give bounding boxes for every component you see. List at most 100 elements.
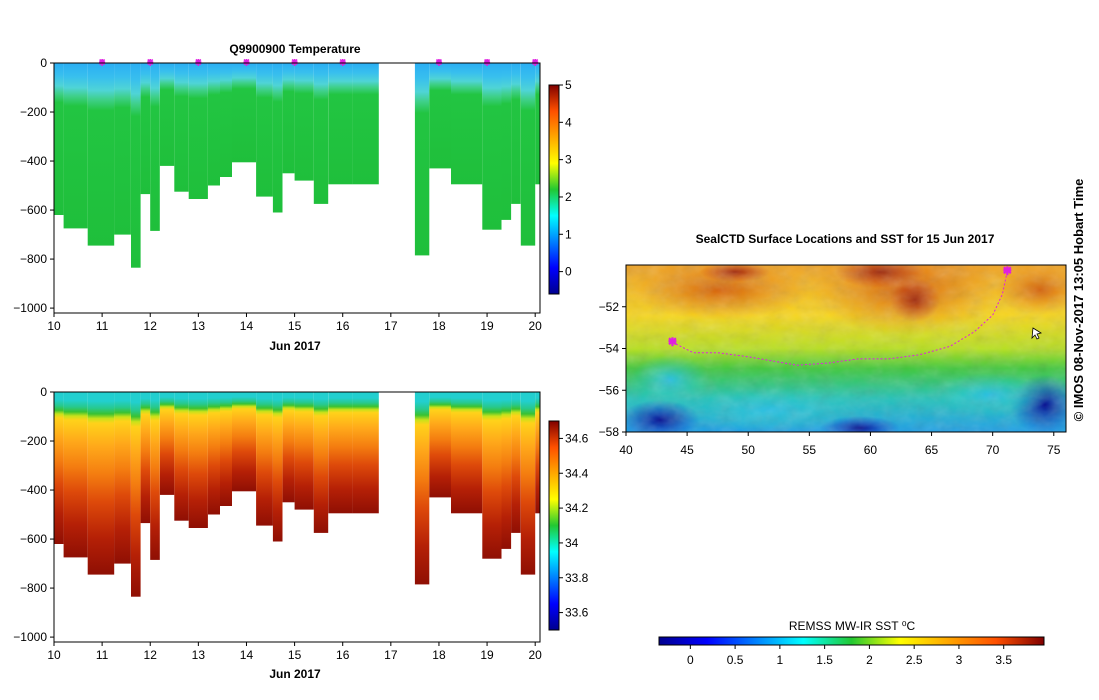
profile-column (352, 392, 379, 514)
colorbar-tick-label: 1 (565, 227, 572, 241)
profile-column (328, 392, 353, 514)
x-tick-label: 12 (144, 319, 158, 333)
y-tick-label: −600 (20, 203, 47, 217)
profile-column (114, 392, 131, 564)
x-tick-label: 65 (925, 443, 939, 457)
profile-column (511, 63, 521, 204)
profile-column (114, 63, 131, 235)
profile-column (535, 392, 540, 514)
salinity-y-ticks: 0 −200 −400 −600 −800 −1000 (13, 385, 54, 644)
colorbar-tick-label: 34.6 (565, 431, 589, 445)
x-tick-label: 40 (619, 443, 633, 457)
colorbar-tick-label: 34.2 (565, 501, 589, 515)
salinity-x-label: Jun 2017 (269, 667, 321, 681)
temperature-y-ticks: 0 −200 −400 −600 −800 −1000 (13, 56, 54, 315)
temperature-title: Q9900900 Temperature (229, 42, 361, 56)
profile-column (159, 63, 175, 166)
y-tick-label: 0 (40, 385, 47, 399)
profile-column (256, 63, 273, 197)
colorbar-tick-label: 34.4 (565, 466, 589, 480)
timestamp-side-text: © IMOS 08-Nov-2017 13:05 Hobart Time (1071, 179, 1086, 422)
salinity-panel: 10 11 12 13 14 15 16 17 18 19 20 0 −200 −400 −600 −800… (13, 385, 588, 681)
colorbar-tick-label: 1.5 (816, 653, 833, 667)
profile-column (282, 63, 295, 174)
y-tick-label: −800 (20, 252, 47, 266)
profile-column (159, 392, 175, 495)
profile-column (150, 392, 160, 560)
profile-column (208, 392, 220, 515)
x-tick-label: 10 (47, 648, 61, 662)
salinity-colorbar (548, 420, 560, 631)
profile-column (208, 63, 220, 186)
profile-column (140, 63, 151, 195)
colorbar-tick-label: 1 (777, 653, 784, 667)
x-tick-label: 75 (1047, 443, 1061, 457)
x-tick-label: 55 (803, 443, 817, 457)
profile-column (352, 63, 379, 185)
y-tick-label: −400 (20, 154, 47, 168)
temperature-x-ticks: 10 11 12 13 14 15 16 17 18 19 20 (47, 313, 542, 333)
profile-column (501, 63, 512, 220)
sst-field (626, 265, 1066, 432)
x-tick-label: 18 (432, 319, 446, 333)
sst-colorbar-label: REMSS MW-IR SST ⁰C (789, 619, 916, 633)
colorbar-tick-label: 0.5 (727, 653, 744, 667)
profile-column (220, 392, 232, 506)
colorbar-tick-label: 0 (687, 653, 694, 667)
profile-column (150, 63, 160, 231)
colorbar-tick-label: 2 (866, 653, 873, 667)
y-tick-label: 0 (40, 56, 47, 70)
x-tick-label: 19 (480, 648, 494, 662)
y-tick-label: −1000 (13, 301, 47, 315)
profile-column (174, 63, 189, 192)
colorbar-tick-label: 0 (565, 265, 572, 279)
x-tick-label: 14 (240, 319, 254, 333)
y-tick-label: −52 (599, 300, 620, 314)
colorbar-tick-label: 4 (565, 115, 572, 129)
profile-column (188, 63, 208, 199)
profile-column (131, 63, 141, 268)
x-tick-label: 20 (529, 319, 543, 333)
track-end-marker-icon (668, 337, 677, 347)
x-tick-label: 13 (192, 648, 206, 662)
profile-column (451, 392, 483, 514)
profile-column (294, 63, 314, 181)
profile-column (501, 392, 512, 549)
track-start-marker-icon (1003, 266, 1012, 276)
profile-column (272, 63, 283, 213)
profile-column (482, 392, 502, 559)
profile-column (313, 63, 329, 204)
cursor-arrow-icon (1031, 327, 1043, 340)
profile-column (54, 63, 64, 215)
profile-column (131, 392, 141, 597)
x-tick-label: 45 (680, 443, 694, 457)
profile-column (232, 63, 257, 163)
colorbar-tick-label: 5 (565, 78, 572, 92)
profile-column (451, 63, 483, 185)
profile-column (272, 392, 283, 542)
x-tick-label: 11 (96, 319, 109, 333)
x-tick-label: 18 (432, 648, 446, 662)
colorbar-tick-label: 34 (565, 536, 579, 550)
profile-column (328, 63, 353, 185)
profile-column (313, 392, 329, 533)
salinity-colorbar-ticks: 33.6 33.8 34 34.2 34.4 34.6 (559, 431, 589, 620)
profile-column (220, 63, 232, 177)
x-tick-label: 17 (384, 648, 398, 662)
colorbar-tick-label: 3.5 (995, 653, 1012, 667)
sst-map-title: SealCTD Surface Locations and SST for 15… (696, 232, 995, 246)
x-tick-label: 70 (986, 443, 1000, 457)
temperature-x-label: Jun 2017 (269, 339, 321, 353)
temperature-panel: Q9900900 Temperature 10 11 12 13 14 15 16 17 18 1… (13, 42, 572, 353)
colorbar-tick-label: 2.5 (906, 653, 923, 667)
x-tick-label: 11 (96, 648, 109, 662)
x-tick-label: 15 (288, 319, 302, 333)
profile-column (429, 392, 451, 498)
salinity-axes-frame (53, 391, 541, 643)
profile-column (232, 392, 257, 492)
x-tick-label: 12 (144, 648, 158, 662)
profile-column (174, 392, 189, 521)
colorbar-tick-label: 33.6 (565, 606, 589, 620)
y-tick-label: −58 (599, 425, 620, 439)
